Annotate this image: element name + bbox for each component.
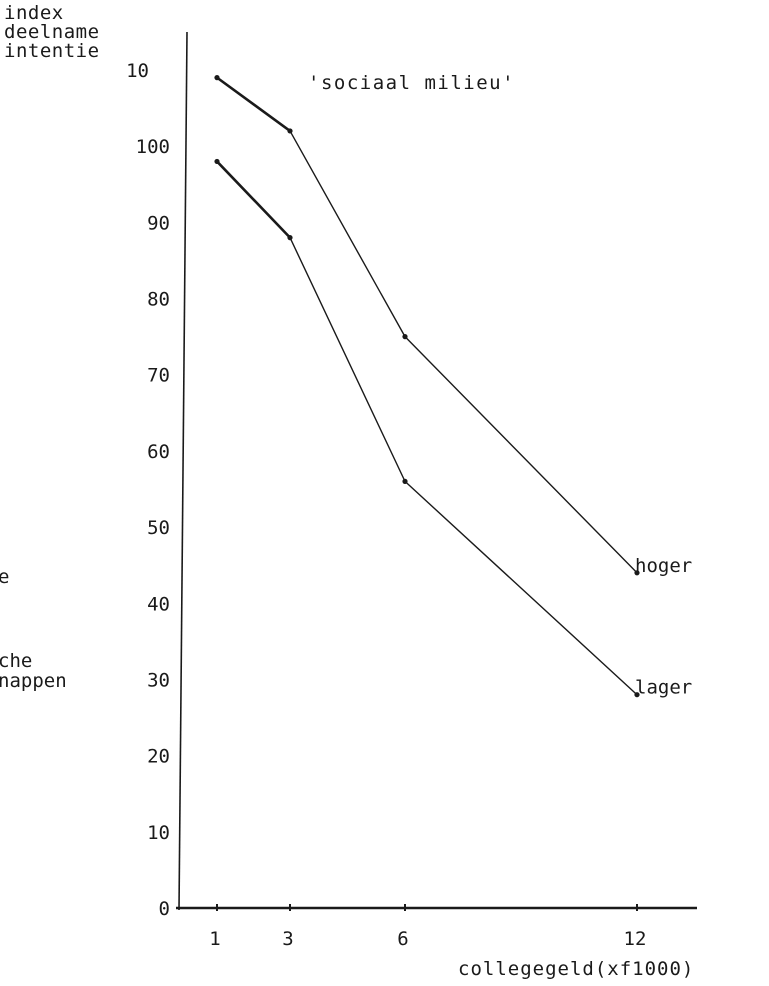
x-tick-label: 3 (282, 928, 293, 950)
series-segment-lager (289, 236, 406, 483)
y-tick-label: 70 (147, 365, 170, 387)
chart-title: 'sociaal milieu' (308, 72, 516, 94)
y-tick-label: 90 (147, 212, 170, 234)
margin-fragment-3: nappen (0, 670, 67, 692)
y-tick-label: 50 (147, 517, 170, 539)
y-tick-label: 40 (147, 593, 170, 615)
y-tick-label: 100 (136, 136, 170, 158)
series-label-lager: lager (635, 677, 692, 699)
y-tick-label: 10 (147, 822, 170, 844)
y-tick-label: 30 (147, 669, 170, 691)
y-tick-label: 80 (147, 289, 170, 311)
data-point-hoger (287, 128, 293, 134)
series-segment-lager (215, 160, 292, 239)
x-tick-label: 6 (397, 928, 408, 950)
series-segment-hoger (289, 130, 406, 338)
data-point-hoger (634, 570, 640, 576)
margin-fragment-2: che (0, 650, 33, 672)
series-label-hoger: hoger (635, 555, 692, 577)
y-axis-title-line-1: index (4, 2, 64, 24)
x-axis-title: collegegeld(xf1000) (458, 958, 695, 980)
data-point-hoger (402, 334, 408, 340)
series-segment-hoger (404, 335, 638, 574)
x-tick-label: 12 (624, 928, 647, 950)
y-tick-label: 0 (159, 898, 170, 920)
data-point-lager (634, 692, 640, 698)
data-point-lager (402, 478, 408, 484)
series-segment-hoger (215, 76, 292, 133)
y-axis-title-line-2: deelname (4, 21, 100, 43)
y-axis-title-line-3: intentie (4, 40, 100, 62)
y-tick-label: 10 (126, 60, 149, 82)
margin-fragment-1: e (0, 566, 10, 588)
data-point-lager (214, 158, 220, 165)
x-tick-label: 1 (209, 928, 220, 950)
y-axis-line (178, 31, 188, 911)
y-tick-label: 60 (147, 441, 170, 463)
data-point-hoger (214, 75, 220, 81)
series-segment-lager (404, 480, 638, 696)
y-tick-label: 20 (147, 746, 170, 768)
data-point-lager (287, 235, 293, 241)
